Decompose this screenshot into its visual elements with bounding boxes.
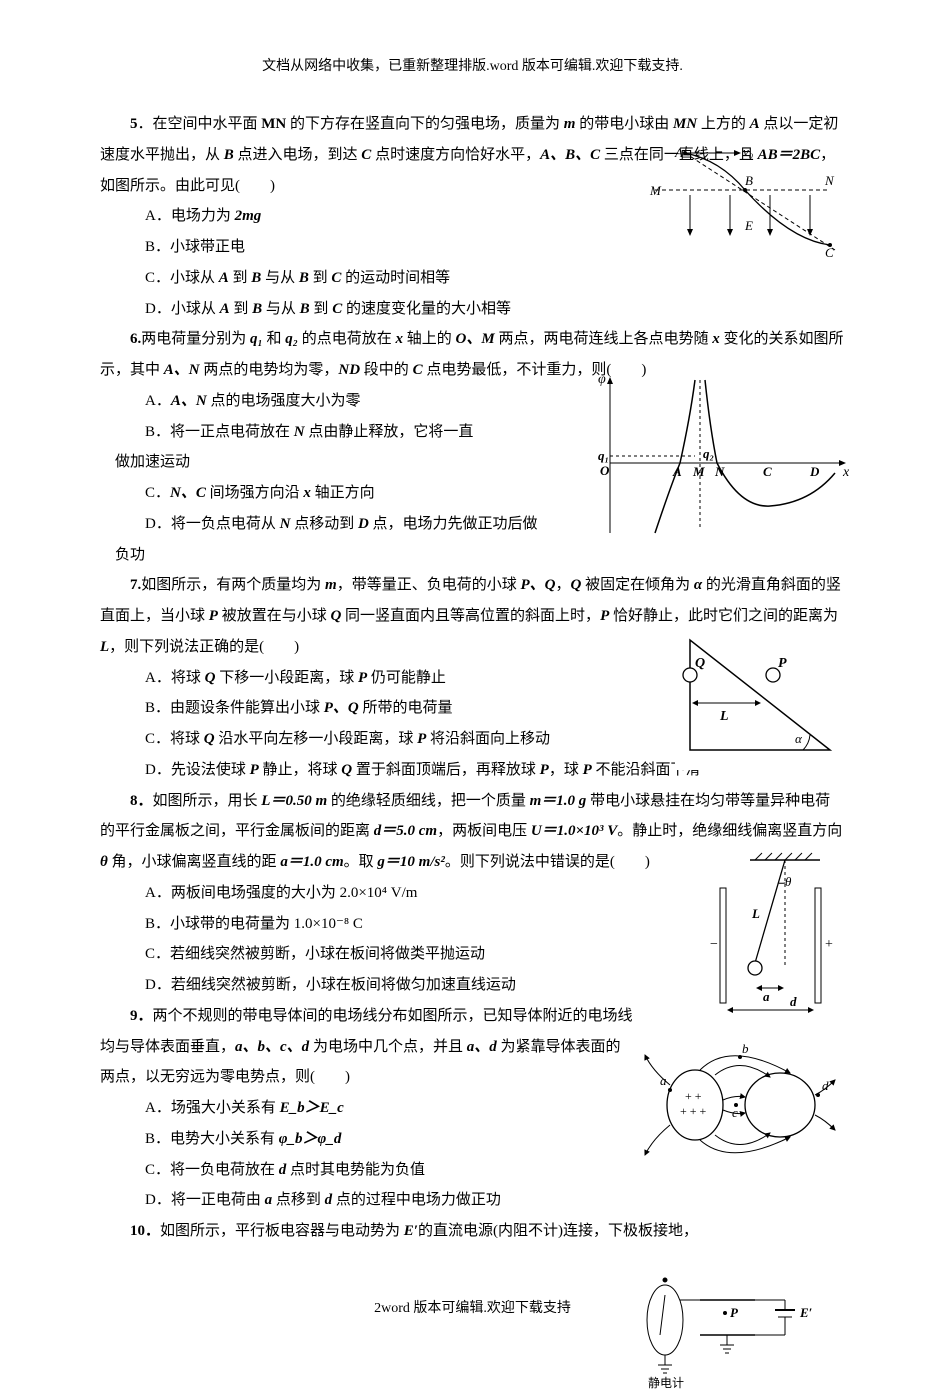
- svg-text:+ + +: + + +: [680, 1104, 707, 1118]
- label-P10: P: [730, 1305, 739, 1320]
- q9-stem: 9．两个不规则的带电导体间的电场线分布如图所示，已知导体附近的电场线均与导体表面…: [100, 1001, 845, 1093]
- q8-stem: 8．如图所示，用长 L＝0.50 m 的绝缘轻质细线，把一个质量 m＝1.0 g…: [100, 786, 845, 878]
- label-E10: E′: [799, 1305, 813, 1320]
- chart-q6-svg: φ x O q₁ q₂ A M N C D: [595, 368, 855, 538]
- q5-stem: 5．在空间中水平面 MN 的下方存在竖直向下的匀强电场，质量为 m 的带电小球由…: [100, 109, 845, 201]
- label-alpha: α: [795, 731, 803, 746]
- label-D6: D: [809, 464, 820, 479]
- label-O: O: [600, 463, 610, 478]
- q10-stem: 10．如图所示，平行板电容器与电动势为 E′的直流电源(内阻不计)连接，下极板接…: [100, 1216, 845, 1247]
- label-A6: A: [672, 464, 682, 479]
- label-L8: L: [751, 906, 760, 921]
- q5-optD: D．小球从 A 到 B 与从 B 到 C 的速度变化量的大小相等: [115, 294, 845, 325]
- q6-stem: 6.两电荷量分别为 q₁ 和 q₂ 的点电荷放在 x 轴上的 O、M 两点，两电…: [100, 324, 845, 386]
- q7-stem: 7.如图所示，有两个质量均为 m，带等量正、负电荷的小球 P、Q，Q 被固定在倾…: [100, 570, 845, 662]
- q6-optB: B．将一正点电荷放在 N 点由静止释放，它将一直做加速运动: [115, 417, 485, 479]
- label-C6: C: [763, 464, 772, 479]
- label-q1: q₁: [598, 448, 609, 463]
- label-E: E: [744, 218, 753, 233]
- label-meter: 静电计: [648, 1376, 684, 1390]
- label-x: x: [842, 465, 850, 480]
- content: M N A v₀ B C E 5．在空间中水平面: [100, 109, 845, 1247]
- figure-q6: φ x O q₁ q₂ A M N C D: [595, 368, 855, 538]
- label-plus: +: [825, 937, 833, 952]
- label-c9: c: [732, 1105, 738, 1120]
- label-C: C: [825, 245, 834, 260]
- label-q2: q₂: [703, 446, 714, 461]
- header-note: 文档从网络中收集，已重新整理排版.word 版本可编辑.欢迎下载支持.: [100, 55, 845, 75]
- label-N6: N: [714, 464, 725, 479]
- page: 文档从网络中收集，已重新整理排版.word 版本可编辑.欢迎下载支持. M N …: [0, 0, 945, 1347]
- q5-optC: C．小球从 A 到 B 与从 B 到 C 的运动时间相等: [115, 263, 845, 294]
- q6-optD: D．将一负点电荷从 N 点移动到 D 点，电场力先做正功后做负功: [115, 509, 545, 571]
- label-minus: −: [710, 937, 718, 952]
- figure-q10: P E′ 静电计: [630, 1265, 845, 1390]
- circuit-q10-svg: P E′ 静电计: [630, 1265, 845, 1390]
- q9-optD: D．将一正电荷由 a 点移到 d 点的过程中电场力做正功: [115, 1185, 845, 1216]
- label-L7: L: [719, 709, 729, 724]
- label-M6: M: [692, 464, 705, 479]
